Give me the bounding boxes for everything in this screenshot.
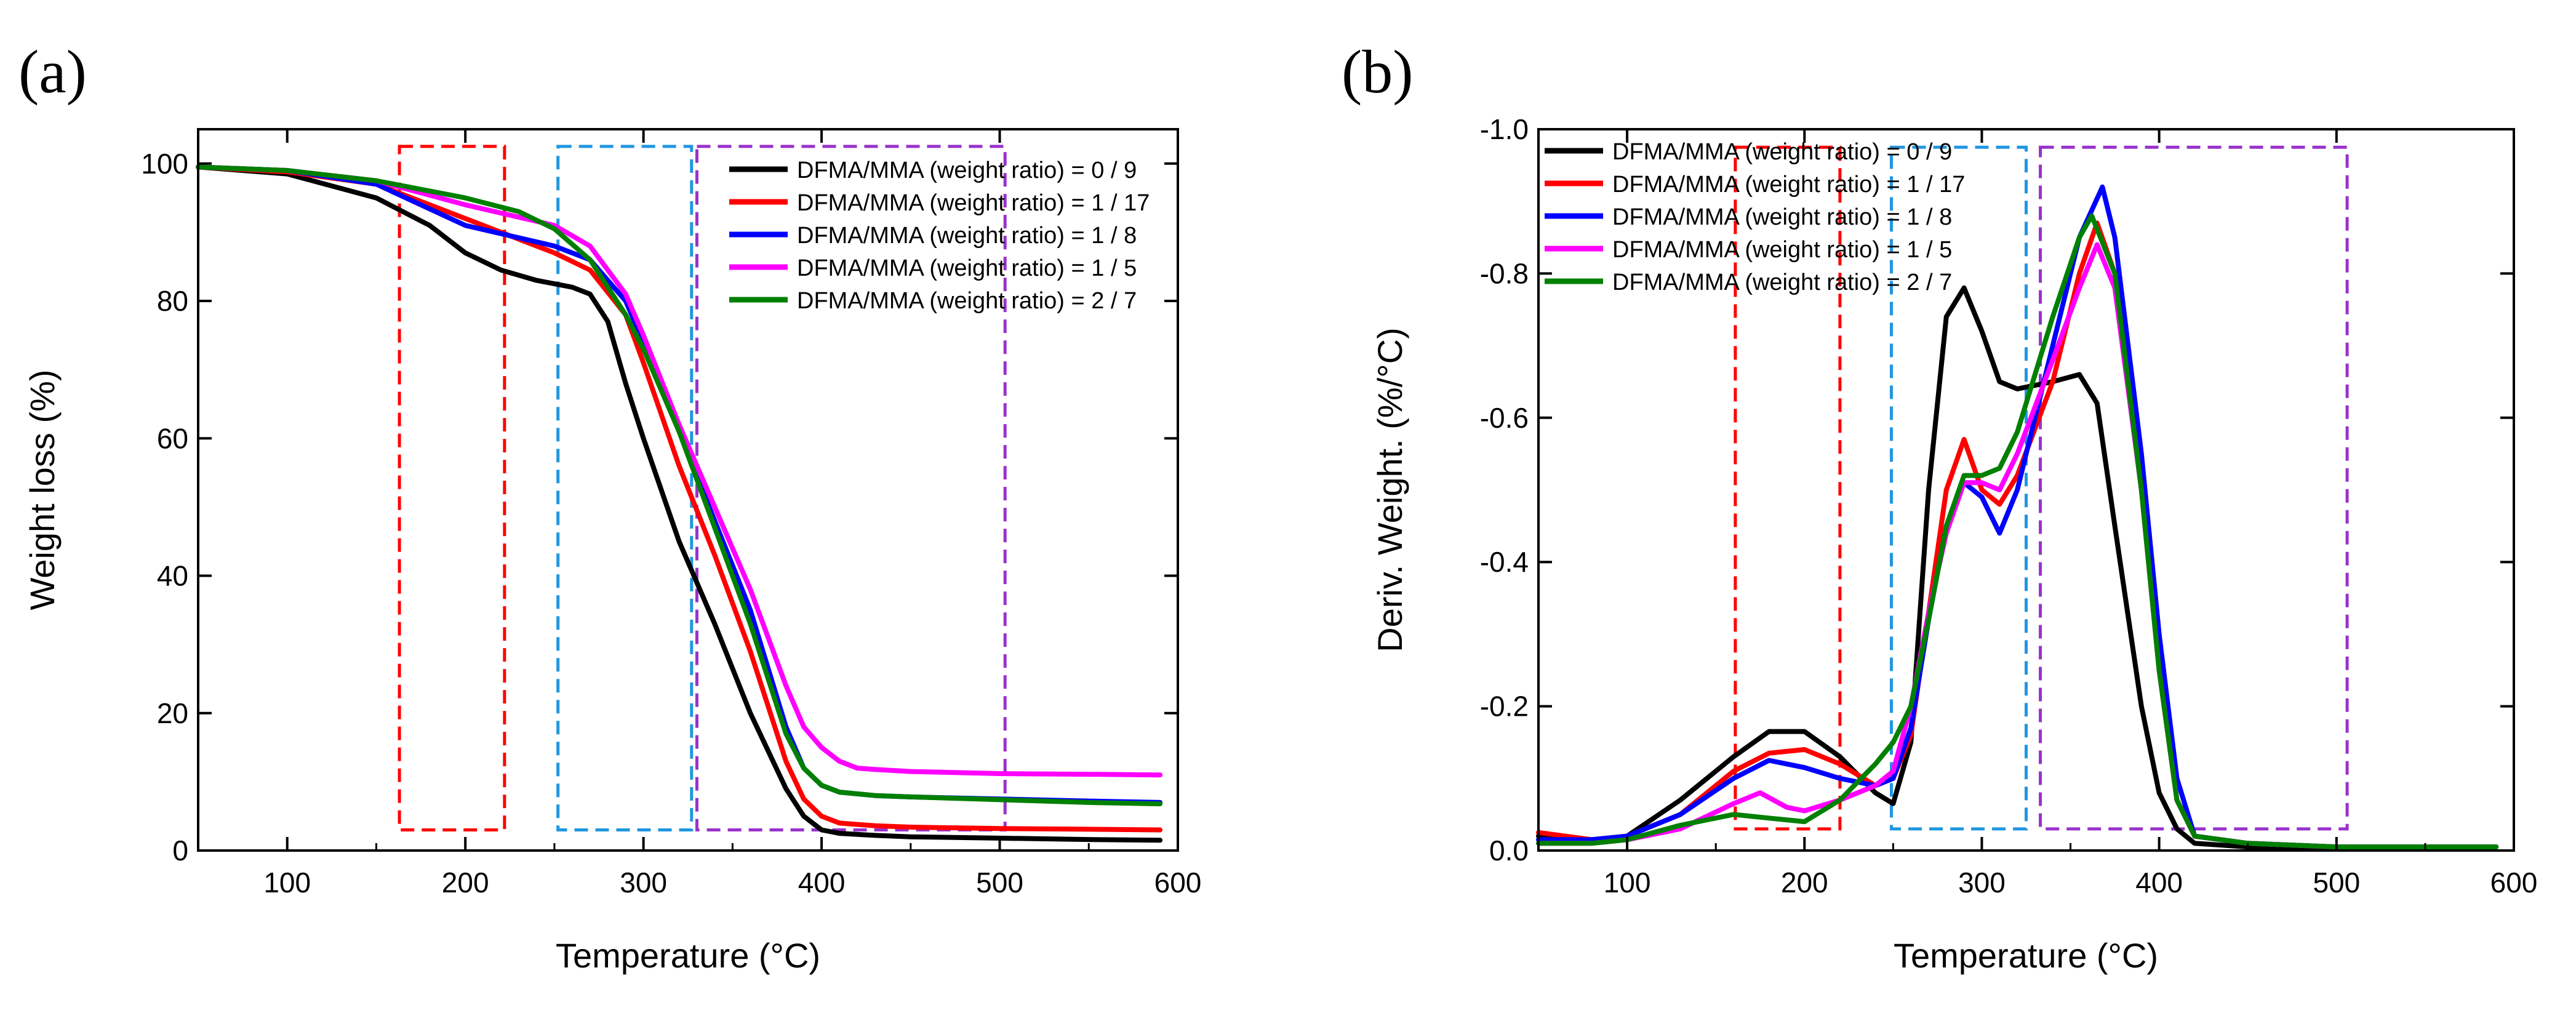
series-line-1 [196, 164, 1163, 843]
series-line-5 [1536, 213, 2499, 850]
x-tick-label: 500 [2313, 867, 2360, 899]
region-box-1 [1734, 145, 1842, 831]
region-box-1 [398, 145, 506, 832]
y-tick-label: -0.4 [1480, 546, 1529, 578]
series-line-2 [196, 164, 1163, 833]
series-line-1 [1536, 285, 2499, 850]
panel-b-label: (b) [1342, 38, 1414, 106]
legend-label-2: DFMA/MMA (weight ratio) = 1 / 17 [797, 190, 1150, 216]
panel-a-label: (a) [18, 38, 87, 106]
legend-label-5: DFMA/MMA (weight ratio) = 2 / 7 [797, 288, 1137, 314]
panel-a-plot-frame [197, 128, 1179, 852]
legend-label-1: DFMA/MMA (weight ratio) = 0 / 9 [797, 158, 1137, 183]
y-tick-label: 40 [157, 560, 188, 592]
x-tick-label: 300 [1958, 867, 2006, 899]
y-tick-label: -0.6 [1480, 402, 1529, 434]
x-tick-label: 600 [1154, 867, 1202, 899]
panel-b-plot-frame [1537, 128, 2515, 852]
region-box-3 [695, 145, 1007, 832]
panel-b: (b) 100 200 300 400 500 600 0.0 -0.2 -0.4 -0.6 -0.… [1342, 38, 2537, 975]
series-line-5 [196, 164, 1163, 807]
legend-label-1: DFMA/MMA (weight ratio) = 0 / 9 [1612, 139, 1952, 165]
panel-a-x-axis-label: Temperature (°C) [556, 936, 820, 975]
x-tick-label: 100 [1604, 867, 1651, 899]
series-line-3 [1536, 184, 2499, 850]
x-tick-label: 200 [442, 867, 489, 899]
y-tick-label: 80 [157, 285, 188, 317]
x-tick-label: 100 [263, 867, 311, 899]
x-tick-label: 400 [2135, 867, 2183, 899]
panel-a-y-axis-label: Weight loss (%) [23, 369, 62, 610]
panel-a-ticks: 100 200 300 400 500 600 0 20 40 60 80 100 [141, 129, 1201, 899]
legend-label-4: DFMA/MMA (weight ratio) = 1 / 5 [797, 255, 1137, 281]
legend-label-2: DFMA/MMA (weight ratio) = 1 / 17 [1612, 172, 1965, 198]
panel-a: (a) 100 200 300 400 500 600 0 20 40 60 80 100 DFMA/… [18, 38, 1201, 975]
series-line-4 [196, 164, 1163, 778]
x-tick-label: 300 [620, 867, 667, 899]
y-tick-label: 20 [157, 697, 188, 729]
region-box-2 [556, 145, 694, 832]
y-tick-label: 0 [172, 835, 188, 867]
legend-label-4: DFMA/MMA (weight ratio) = 1 / 5 [1612, 237, 1952, 263]
legend-label-3: DFMA/MMA (weight ratio) = 1 / 8 [1612, 204, 1952, 230]
panel-b-legend: DFMA/MMA (weight ratio) = 0 / 9 DFMA/MMA … [1545, 139, 1965, 295]
x-tick-label: 500 [976, 867, 1023, 899]
region-box-2 [1889, 145, 2028, 831]
panel-a-legend: DFMA/MMA (weight ratio) = 0 / 9 DFMA/MMA … [729, 158, 1150, 314]
y-tick-label: 100 [141, 148, 188, 180]
panel-b-series [1536, 184, 2499, 850]
x-tick-label: 200 [1781, 867, 1828, 899]
y-tick-label: -0.2 [1480, 691, 1529, 723]
y-tick-label: 60 [157, 422, 188, 454]
panel-a-boxes [398, 145, 1007, 832]
legend-label-3: DFMA/MMA (weight ratio) = 1 / 8 [797, 223, 1137, 249]
x-tick-label: 600 [2490, 867, 2538, 899]
panel-a-series [196, 164, 1163, 843]
y-tick-label: -0.8 [1480, 257, 1529, 289]
panel-b-y-axis-label: Deriv. Weight. (%/°C) [1370, 327, 1409, 652]
y-tick-label: 0.0 [1489, 835, 1529, 867]
panel-b-x-axis-label: Temperature (°C) [1894, 936, 2158, 975]
x-tick-label: 400 [798, 867, 846, 899]
y-tick-label: -1.0 [1480, 113, 1529, 145]
panel-b-ticks: 100 200 300 400 500 600 0.0 -0.2 -0.4 -0.6 -0.8 -1.… [1480, 113, 2538, 899]
legend-label-5: DFMA/MMA (weight ratio) = 2 / 7 [1612, 270, 1952, 295]
